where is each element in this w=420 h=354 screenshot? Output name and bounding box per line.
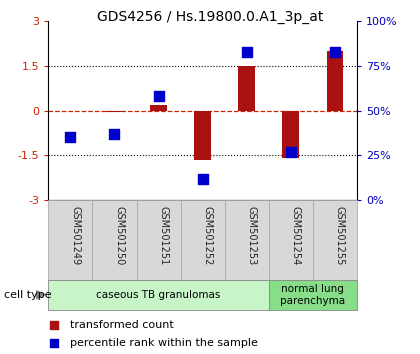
Text: caseous TB granulomas: caseous TB granulomas bbox=[96, 290, 221, 300]
Bar bbox=[92, 200, 136, 280]
Text: GSM501255: GSM501255 bbox=[335, 206, 345, 266]
Text: GSM501253: GSM501253 bbox=[247, 206, 257, 266]
Bar bbox=[194, 110, 211, 160]
Bar bbox=[283, 110, 299, 158]
Bar bbox=[269, 280, 357, 310]
Bar bbox=[48, 200, 92, 280]
Point bbox=[332, 49, 339, 55]
Text: GDS4256 / Hs.19800.0.A1_3p_at: GDS4256 / Hs.19800.0.A1_3p_at bbox=[97, 10, 323, 24]
Point bbox=[51, 322, 58, 328]
Point bbox=[244, 49, 250, 55]
Bar bbox=[48, 280, 269, 310]
Bar bbox=[106, 110, 123, 112]
Polygon shape bbox=[36, 290, 47, 300]
Text: normal lung
parenchyma: normal lung parenchyma bbox=[280, 284, 346, 306]
Point bbox=[51, 340, 58, 346]
Bar bbox=[181, 200, 225, 280]
Bar bbox=[150, 105, 167, 110]
Point bbox=[287, 149, 294, 155]
Bar bbox=[313, 200, 357, 280]
Point bbox=[67, 135, 74, 140]
Bar bbox=[327, 51, 343, 110]
Point bbox=[199, 176, 206, 181]
Text: percentile rank within the sample: percentile rank within the sample bbox=[70, 338, 258, 348]
Text: GSM501254: GSM501254 bbox=[291, 206, 301, 266]
Text: GSM501250: GSM501250 bbox=[114, 206, 124, 266]
Text: transformed count: transformed count bbox=[70, 320, 173, 330]
Bar bbox=[136, 200, 181, 280]
Text: cell type: cell type bbox=[4, 290, 52, 300]
Bar bbox=[239, 66, 255, 110]
Text: GSM501252: GSM501252 bbox=[202, 206, 213, 266]
Bar bbox=[225, 200, 269, 280]
Bar bbox=[269, 200, 313, 280]
Point bbox=[155, 93, 162, 99]
Point bbox=[111, 131, 118, 137]
Text: GSM501249: GSM501249 bbox=[71, 206, 80, 266]
Text: GSM501251: GSM501251 bbox=[159, 206, 168, 266]
